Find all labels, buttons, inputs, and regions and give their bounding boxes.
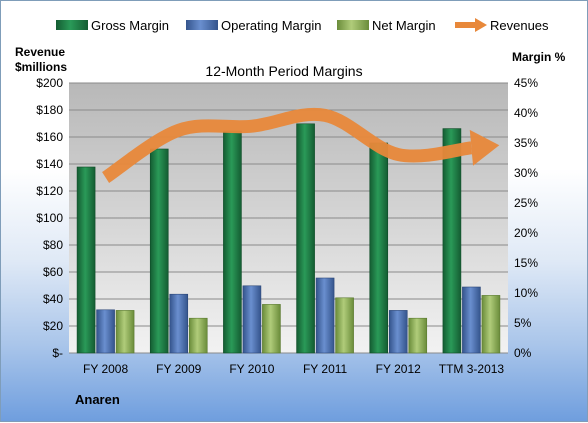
operating-margin-bar <box>97 310 115 353</box>
y-left-tick-label: $160 <box>36 130 63 144</box>
gross-margin-bar <box>297 124 315 353</box>
x-tick-label: FY 2011 <box>303 362 348 376</box>
gross-margin-bar <box>443 129 461 353</box>
x-tick-label: TTM 3-2013 <box>439 362 505 376</box>
y-right-tick-label: 0% <box>514 346 532 360</box>
y-right-axis-label: Margin % <box>512 50 566 64</box>
legend-swatch-operating-margin <box>186 20 218 30</box>
gross-margin-bar <box>223 131 241 353</box>
net-margin-bar <box>409 318 427 353</box>
net-margin-bar <box>189 318 207 353</box>
y-left-tick-label: $140 <box>36 157 63 171</box>
legend-label-net-margin: Net Margin <box>372 18 436 33</box>
y-left-axis: $- $20 $40 $60 $80 $100 $120 $140 $160 $180 $200 <box>36 76 63 360</box>
x-tick-label: FY 2009 <box>156 362 201 376</box>
y-left-tick-label: $40 <box>43 292 63 306</box>
y-right-tick-label: 5% <box>514 316 532 330</box>
y-right-tick-label: 25% <box>514 196 538 210</box>
legend-label-revenues: Revenues <box>490 18 549 33</box>
legend-arrowhead-revenues <box>475 18 487 32</box>
net-margin-bar <box>262 304 280 353</box>
y-left-tick-label: $60 <box>43 265 63 279</box>
y-right-tick-label: 45% <box>514 76 538 90</box>
y-left-axis-label-line1: Revenue <box>15 45 65 59</box>
y-left-tick-label: $120 <box>36 184 63 198</box>
operating-margin-bar <box>462 287 480 353</box>
operating-margin-bar <box>170 294 188 353</box>
y-right-tick-label: 20% <box>514 226 538 240</box>
y-right-tick-label: 35% <box>514 136 538 150</box>
legend-swatch-gross-margin <box>56 20 88 30</box>
gross-margin-bar <box>150 149 168 353</box>
y-right-tick-label: 10% <box>514 286 538 300</box>
y-right-tick-label: 40% <box>514 106 538 120</box>
y-left-tick-label: $20 <box>43 319 63 333</box>
gross-margin-bar <box>77 167 95 353</box>
y-right-tick-label: 30% <box>514 166 538 180</box>
legend: Gross Margin Operating Margin Net Margin… <box>56 18 549 33</box>
legend-label-operating-margin: Operating Margin <box>221 18 321 33</box>
company-name: Anaren <box>75 392 120 407</box>
legend-label-gross-margin: Gross Margin <box>91 18 169 33</box>
chart-title: 12-Month Period Margins <box>205 63 362 79</box>
gross-margin-bar <box>370 143 388 353</box>
x-tick-label: FY 2008 <box>83 362 128 376</box>
y-left-tick-label: $200 <box>36 76 63 90</box>
net-margin-bar <box>482 295 500 353</box>
legend-swatch-net-margin <box>337 20 369 30</box>
operating-margin-bar <box>389 310 407 353</box>
y-right-tick-label: 15% <box>514 256 538 270</box>
y-left-tick-label: $80 <box>43 238 63 252</box>
x-tick-label: FY 2010 <box>229 362 274 376</box>
net-margin-bar <box>336 298 354 353</box>
x-axis: FY 2008 FY 2009 FY 2010 FY 2011 FY 2012 TTM 3… <box>83 362 504 376</box>
x-tick-label: FY 2012 <box>376 362 421 376</box>
y-right-axis: 0% 5% 10% 15% 20% 25% 30% 35% 40% 45% <box>514 76 538 360</box>
net-margin-bar <box>116 310 134 353</box>
y-left-tick-label: $- <box>52 346 63 360</box>
y-left-axis-label-line2: $millions <box>15 60 67 74</box>
operating-margin-bar <box>243 286 261 353</box>
y-left-tick-label: $100 <box>36 211 63 225</box>
operating-margin-bar <box>316 278 334 353</box>
y-left-tick-label: $180 <box>36 103 63 117</box>
